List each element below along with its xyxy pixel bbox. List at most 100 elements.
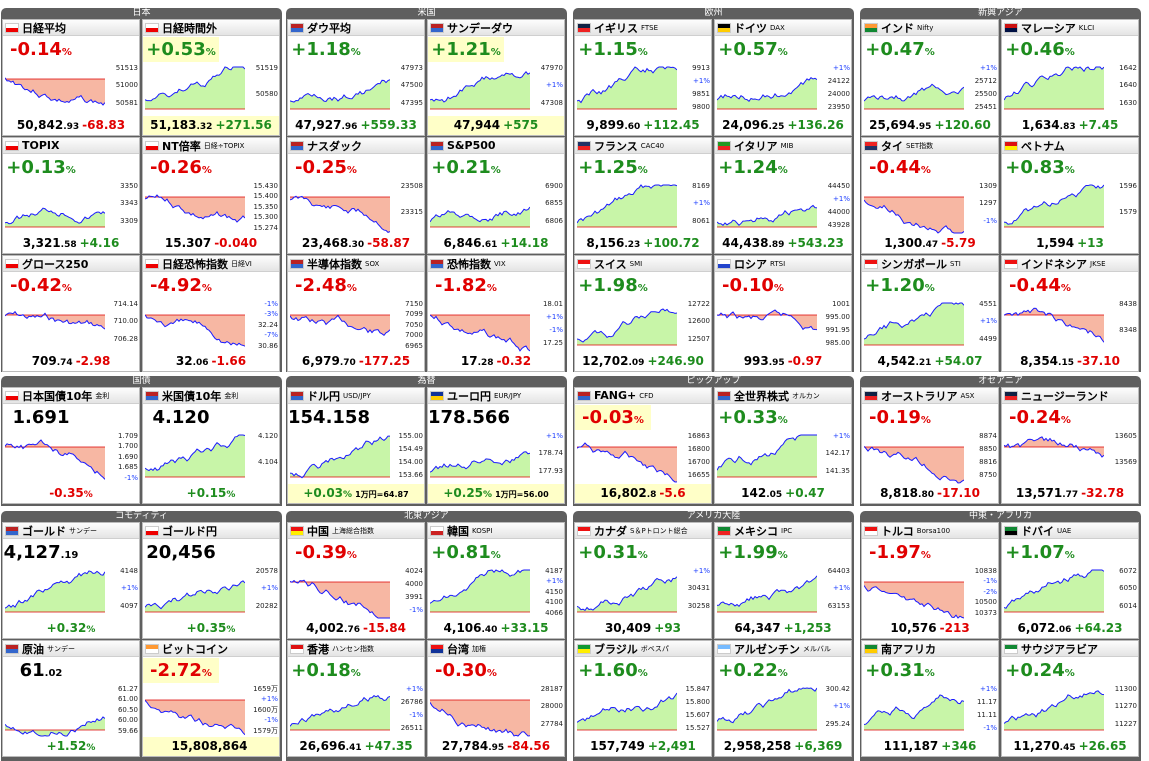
market-tile[interactable]: サンデーダウ +1.21% 47970 +1% 47308 47,944 +575 xyxy=(427,19,565,136)
market-name: 日本国債10年 xyxy=(22,389,93,403)
market-tile[interactable]: 全世界株式 オルカン +0.33% +1% 142.17 141.35 142.05 +0.4… xyxy=(714,387,852,504)
market-tile[interactable]: サウジアラビア +0.24% 11300 11270 11227 11,270.45 +26… xyxy=(1001,640,1139,757)
market-tile[interactable]: ドル円 USD/JPY 154.158 155.00 154.49 154.00 153.6… xyxy=(287,387,425,504)
market-tile[interactable]: インド Nifty +0.47% +1% 25712 25500 25451 25,694.9… xyxy=(861,19,999,136)
us-flag-icon xyxy=(290,258,304,269)
axis-label: 47308 xyxy=(540,98,563,107)
axis-label: 7150 xyxy=(405,300,423,308)
market-tile[interactable]: ニュージーランド -0.24% 13605 13569 13,571.77 -32.78 xyxy=(1001,387,1139,504)
market-tile[interactable]: 台湾 加権 -0.30% 28187 28000 27784 27,784.95 -84.56 xyxy=(427,640,565,757)
chart-area xyxy=(1004,67,1104,109)
axis-label: -1% xyxy=(124,473,138,482)
tile-header: ゴールド円 xyxy=(143,523,279,539)
tile-header: シンガポール STI xyxy=(862,256,998,272)
price-line xyxy=(145,314,245,347)
change-value: +1.18 xyxy=(291,39,351,60)
market-tile[interactable]: タイ SET指数 -0.44% 1309 1297 -1% 1,300.47 -5.79 xyxy=(861,137,999,254)
axis-label: 64403 xyxy=(827,567,850,575)
price-value: 12,702 xyxy=(582,354,629,368)
price-line xyxy=(430,70,530,103)
market-tile[interactable]: 日経平均 -0.14% 51513 51000 50581 50,842.93 -68.83 xyxy=(2,19,140,136)
market-tile[interactable]: ダウ平均 +1.18% 47973 47500 47395 47,927.96 +559.3… xyxy=(287,19,425,136)
price-decimal: .28 xyxy=(477,358,494,368)
market-subname: SMI xyxy=(629,259,643,268)
market-tile[interactable]: 中国 上海総合指数 -0.39% 4024 4000 3991 -1% 4,002.76 -15… xyxy=(287,522,425,639)
market-subname: DAX xyxy=(770,23,785,32)
tile-header: ゴールド サンデー xyxy=(3,523,139,539)
intraday-chart xyxy=(864,63,964,118)
axis-label: 59.66 xyxy=(117,726,138,735)
market-tile[interactable]: 日経時間外 +0.53% 51519 50580 51,183.32 +271.56 xyxy=(142,19,280,136)
market-name: 恐怖指数 xyxy=(447,257,491,271)
tile-header: FANG+ CFD xyxy=(575,388,711,404)
market-tile[interactable]: 半導体指数 SOX -2.48% 7150 7099 7050 7000 6965 6,979.… xyxy=(287,255,425,372)
axis-label: +1% xyxy=(980,685,997,693)
market-tile[interactable]: ユーロ円 EUR/JPY 178.566 +1% 178.74 177.93 +0.25% 1… xyxy=(427,387,565,504)
market-tile[interactable]: 南アフリカ +0.31% +1% 11.17 11.11 -1% 111,187 +346 xyxy=(861,640,999,757)
axis-label: 1309 xyxy=(979,182,997,190)
intraday-chart xyxy=(577,684,677,739)
market-tile[interactable]: ベトナム +0.83% 1596 1579 1,594 +13 xyxy=(1001,137,1139,254)
tile-footer: 8,156.23 +100.72 xyxy=(575,234,711,253)
axis-label: 4066 xyxy=(545,608,563,617)
axis-label: 6900 xyxy=(545,182,563,190)
market-tile[interactable]: FANG+ CFD -0.03% 16863 16800 16700 16655 16,802… xyxy=(574,387,712,504)
market-tile[interactable]: ゴールド円 20,456 20578 +1% 20282 +0.35% xyxy=(142,522,280,639)
tile-footer: 44,438.89 +543.23 xyxy=(715,234,851,253)
chart-area xyxy=(5,439,105,480)
market-tile[interactable]: ドイツ DAX +0.57% +1% 24122 24000 23950 24,096.25 +… xyxy=(714,19,852,136)
market-tile[interactable]: 米国債10年 金利 4.120 4.120 4.104 +0.15% xyxy=(142,387,280,504)
market-tile[interactable]: NT倍率 日経÷TOPIX -0.26% 15.430 15.400 15.350 15.3… xyxy=(142,137,280,254)
market-tile[interactable]: ブラジル ボベスパ +1.60% 15.847 15.800 15.607 15.527 15… xyxy=(574,640,712,757)
change-value: +0.83 xyxy=(1005,157,1065,178)
market-tile[interactable]: 日本国債10年 金利 1.691 1.709 1.700 1.690 1.685 -1% -0.… xyxy=(2,387,140,504)
market-tile[interactable]: 原油 サンデー 61.02 61.27 61.00 60.50 60.00 59.66 +1.5… xyxy=(2,640,140,757)
market-tile[interactable]: S&P500 +0.21% 6900 6855 6806 6,846.61 +14.18 xyxy=(427,137,565,254)
market-tile[interactable]: 香港 ハンセン指数 +0.18% +1% 26786 -1% 26511 26,696.41 +… xyxy=(287,640,425,757)
axis-label: 4551 xyxy=(979,300,997,308)
tile-header: ナスダック xyxy=(288,138,424,154)
market-tile[interactable]: イタリア MIB +1.24% 44450 +1% 44000 43928 44,438.89… xyxy=(714,137,852,254)
market-tile[interactable]: ロシア RTSI -0.10% 1001 995.00 991.95 985.00 993.9… xyxy=(714,255,852,372)
tile-header: 米国債10年 金利 xyxy=(143,388,279,404)
market-tile[interactable]: ビットコイン -2.72% 1659万 +1% 1600万 -1% 1579万 15,808,… xyxy=(142,640,280,757)
axis-label: 1001 xyxy=(832,300,850,308)
chart-area xyxy=(864,303,964,345)
axis-label: 3309 xyxy=(120,216,138,225)
axis-label: 142.17 xyxy=(825,449,851,458)
axis-label: 20282 xyxy=(255,601,278,610)
market-tile[interactable]: 韓国 KOSPI +0.81% 4187 +1% 4150 4100 4066 4,106.40… xyxy=(427,522,565,639)
market-tile[interactable]: フランス CAC40 +1.25% 8169 +1% 8061 8,156.23 +100.7… xyxy=(574,137,712,254)
market-tile[interactable]: インドネシア JKSE -0.44% 8438 8348 8,354.15 -37.10 xyxy=(1001,255,1139,372)
price-change: -5.6 xyxy=(659,486,686,500)
market-name: ベトナム xyxy=(1021,139,1065,153)
market-tile[interactable]: アルゼンチン メルバル +0.22% 300.42 +1% 295.24 2,958,258… xyxy=(714,640,852,757)
jp-flag-icon xyxy=(5,390,19,401)
market-tile[interactable]: スイス SMI +1.98% 12722 12600 12507 12,702.09 +246… xyxy=(574,255,712,372)
market-name: 韓国 xyxy=(447,524,469,538)
market-tile[interactable]: 日経恐怖指数 日経VI -4.92% -1% -3% 32.24 -7% 30.86 32.06… xyxy=(142,255,280,372)
market-tile[interactable]: グロース250 -0.42% 714.14 710.00 706.28 709.74 -2.… xyxy=(2,255,140,372)
market-tile[interactable]: オーストラリア ASX -0.19% 8874 8850 8816 8750 8,818.80… xyxy=(861,387,999,504)
market-tile[interactable]: シンガポール STI +1.20% 4551 +1% 4499 4,542.21 +54.07 xyxy=(861,255,999,372)
price-value: 26,696 xyxy=(299,739,346,753)
market-tile[interactable]: トルコ Borsa100 -1.97% 10838 -1% -2% 10500 10373 10… xyxy=(861,522,999,639)
market-subname: Nifty xyxy=(917,23,934,32)
price-decimal: .25 xyxy=(768,122,785,132)
market-tile[interactable]: ドバイ UAE +1.07% 6072 6050 6014 6,072.06 +64.23 xyxy=(1001,522,1139,639)
market-tile[interactable]: ゴールド サンデー 4,127.19 4148 +1% 4097 +0.32% xyxy=(2,522,140,639)
market-tile[interactable]: 恐怖指数 VIX -1.82% 18.01 +1% -1% 17.25 17.28 -0.32 xyxy=(427,255,565,372)
market-tile[interactable]: カナダ S＆Pトロント総合 +0.31% +1% 30431 30258 30,409 +93 xyxy=(574,522,712,639)
change-value: -0.26 xyxy=(150,157,202,178)
axis-label: 8169 xyxy=(692,182,710,190)
axis-label: 6072 xyxy=(1119,567,1137,575)
market-tile[interactable]: マレーシア KLCI +0.46% 1642 1640 1630 1,634.83 +7.45 xyxy=(1001,19,1139,136)
axis-label: 26511 xyxy=(400,724,423,732)
market-tile[interactable]: ナスダック -0.25% 23508 23315 23,468.30 -58.87 xyxy=(287,137,425,254)
fr-flag-icon xyxy=(577,140,591,151)
intraday-chart xyxy=(717,299,817,354)
market-tile[interactable]: メキシコ IPC +1.99% 64403 +1% 63153 64,347 +1,253 xyxy=(714,522,852,639)
price-decimal: .41 xyxy=(345,743,362,753)
market-tile[interactable]: イギリス FTSE +1.15% 9913 +1% 9851 9800 9,899.60 +11… xyxy=(574,19,712,136)
market-tile[interactable]: TOPIX +0.13% 3350 3343 3309 3,321.58 +4.16 xyxy=(2,137,140,254)
